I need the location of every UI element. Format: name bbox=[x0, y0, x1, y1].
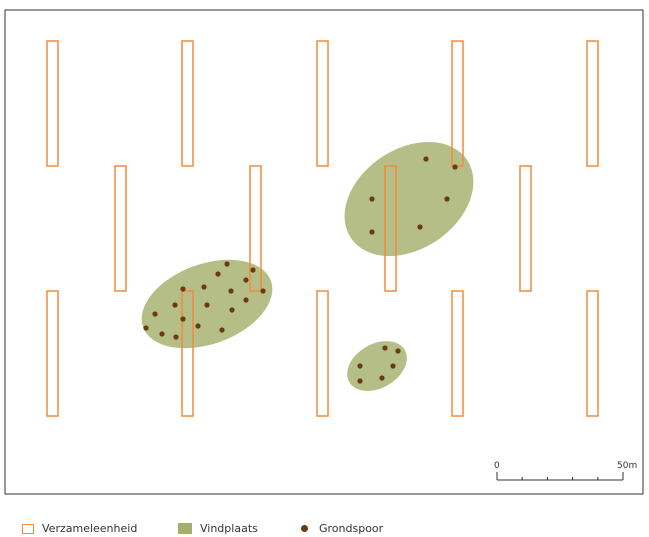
soil-trace bbox=[219, 327, 225, 333]
soil-trace bbox=[215, 271, 221, 277]
soil-trace bbox=[260, 288, 266, 294]
soil-trace bbox=[395, 348, 401, 354]
scale-start-label: 0 bbox=[494, 461, 500, 471]
collection-unit bbox=[181, 40, 194, 167]
soil-trace bbox=[172, 302, 178, 308]
collection-unit bbox=[451, 290, 464, 417]
soil-trace bbox=[143, 325, 149, 331]
collection-unit-swatch bbox=[22, 523, 34, 534]
legend-trace-label: Grondspoor bbox=[319, 522, 384, 535]
soil-trace bbox=[390, 363, 396, 369]
soil-trace bbox=[243, 277, 249, 283]
collection-unit bbox=[451, 40, 464, 167]
soil-trace bbox=[243, 297, 249, 303]
collection-unit bbox=[384, 165, 397, 292]
soil-trace bbox=[204, 302, 210, 308]
legend-item-site: Vindplaats bbox=[178, 522, 258, 535]
soil-trace bbox=[250, 267, 256, 273]
soil-trace bbox=[180, 316, 186, 322]
site-swatch bbox=[178, 523, 192, 534]
soil-trace bbox=[452, 164, 458, 170]
soil-trace bbox=[417, 224, 423, 230]
soil-trace bbox=[224, 261, 230, 267]
collection-unit bbox=[586, 290, 599, 417]
collection-unit bbox=[316, 290, 329, 417]
soil-trace bbox=[159, 331, 165, 337]
scale-end-label: 50m bbox=[617, 461, 637, 471]
soil-trace bbox=[152, 311, 158, 317]
soil-trace bbox=[369, 196, 375, 202]
soil-trace bbox=[229, 307, 235, 313]
collection-unit bbox=[586, 40, 599, 167]
soil-trace bbox=[444, 196, 450, 202]
site-area-right bbox=[344, 141, 474, 257]
collection-unit bbox=[46, 290, 59, 417]
soil-trace bbox=[195, 323, 201, 329]
soil-trace-swatch bbox=[301, 525, 308, 532]
site-area-small bbox=[347, 341, 407, 391]
collection-unit bbox=[316, 40, 329, 167]
soil-trace bbox=[357, 363, 363, 369]
legend-item-trace: Grondspoor bbox=[297, 522, 383, 535]
soil-trace bbox=[201, 284, 207, 290]
legend-unit-label: Verzameleenheid bbox=[42, 522, 138, 535]
legend-item-unit: Verzameleenheid bbox=[22, 522, 137, 535]
soil-trace bbox=[382, 345, 388, 351]
collection-unit bbox=[46, 40, 59, 167]
soil-trace bbox=[369, 229, 375, 235]
soil-trace bbox=[180, 286, 186, 292]
soil-trace bbox=[228, 288, 234, 294]
collection-unit bbox=[249, 165, 262, 292]
soil-trace bbox=[379, 375, 385, 381]
soil-trace bbox=[173, 334, 179, 340]
collection-unit bbox=[181, 290, 194, 417]
map-frame bbox=[4, 9, 644, 495]
legend: Verzameleenheid Vindplaats Grondspoor bbox=[0, 522, 649, 536]
soil-trace bbox=[357, 378, 363, 384]
scale-bar: 0 50m bbox=[494, 461, 637, 481]
collection-unit bbox=[114, 165, 127, 292]
legend-site-label: Vindplaats bbox=[200, 522, 258, 535]
soil-trace bbox=[423, 156, 429, 162]
collection-unit bbox=[519, 165, 532, 292]
